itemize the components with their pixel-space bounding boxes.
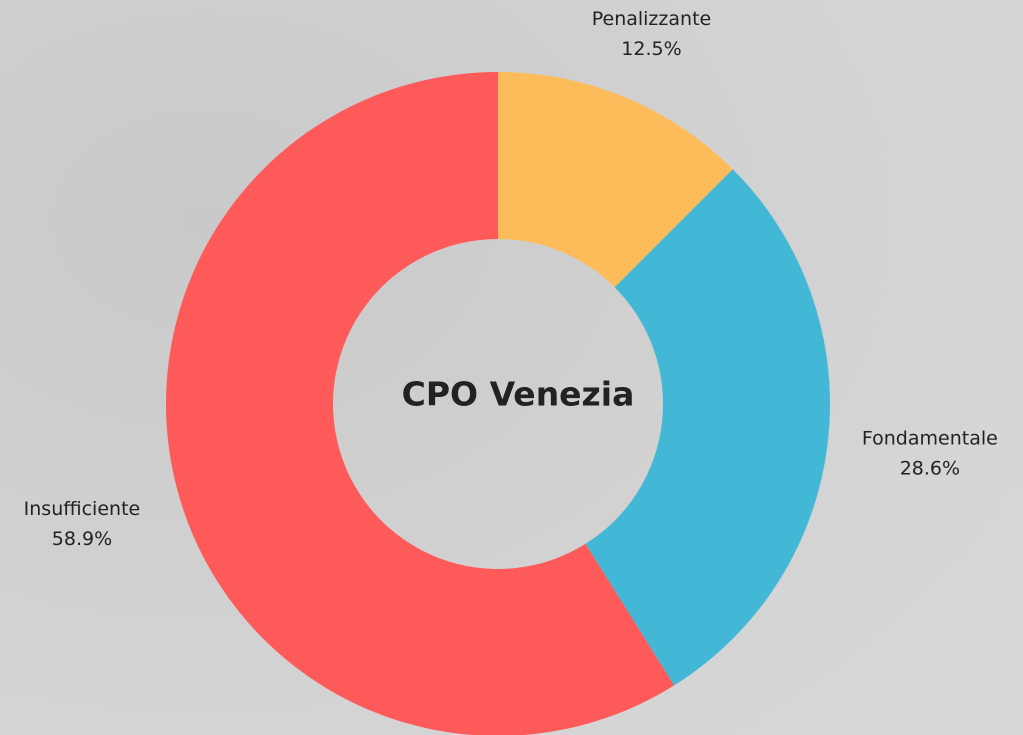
slice-label: Insufficiente bbox=[24, 498, 141, 520]
slice-value: 12.5% bbox=[621, 38, 681, 60]
donut bbox=[166, 72, 831, 735]
center-label: CPO Venezia bbox=[402, 375, 635, 414]
slice-value: 58.9% bbox=[52, 528, 112, 550]
slice-value: 28.6% bbox=[900, 458, 960, 480]
slice bbox=[498, 72, 733, 288]
slice-label: Fondamentale bbox=[862, 428, 998, 450]
slice bbox=[166, 72, 675, 735]
slice bbox=[585, 169, 831, 686]
slice-label: Penalizzante bbox=[592, 8, 711, 30]
